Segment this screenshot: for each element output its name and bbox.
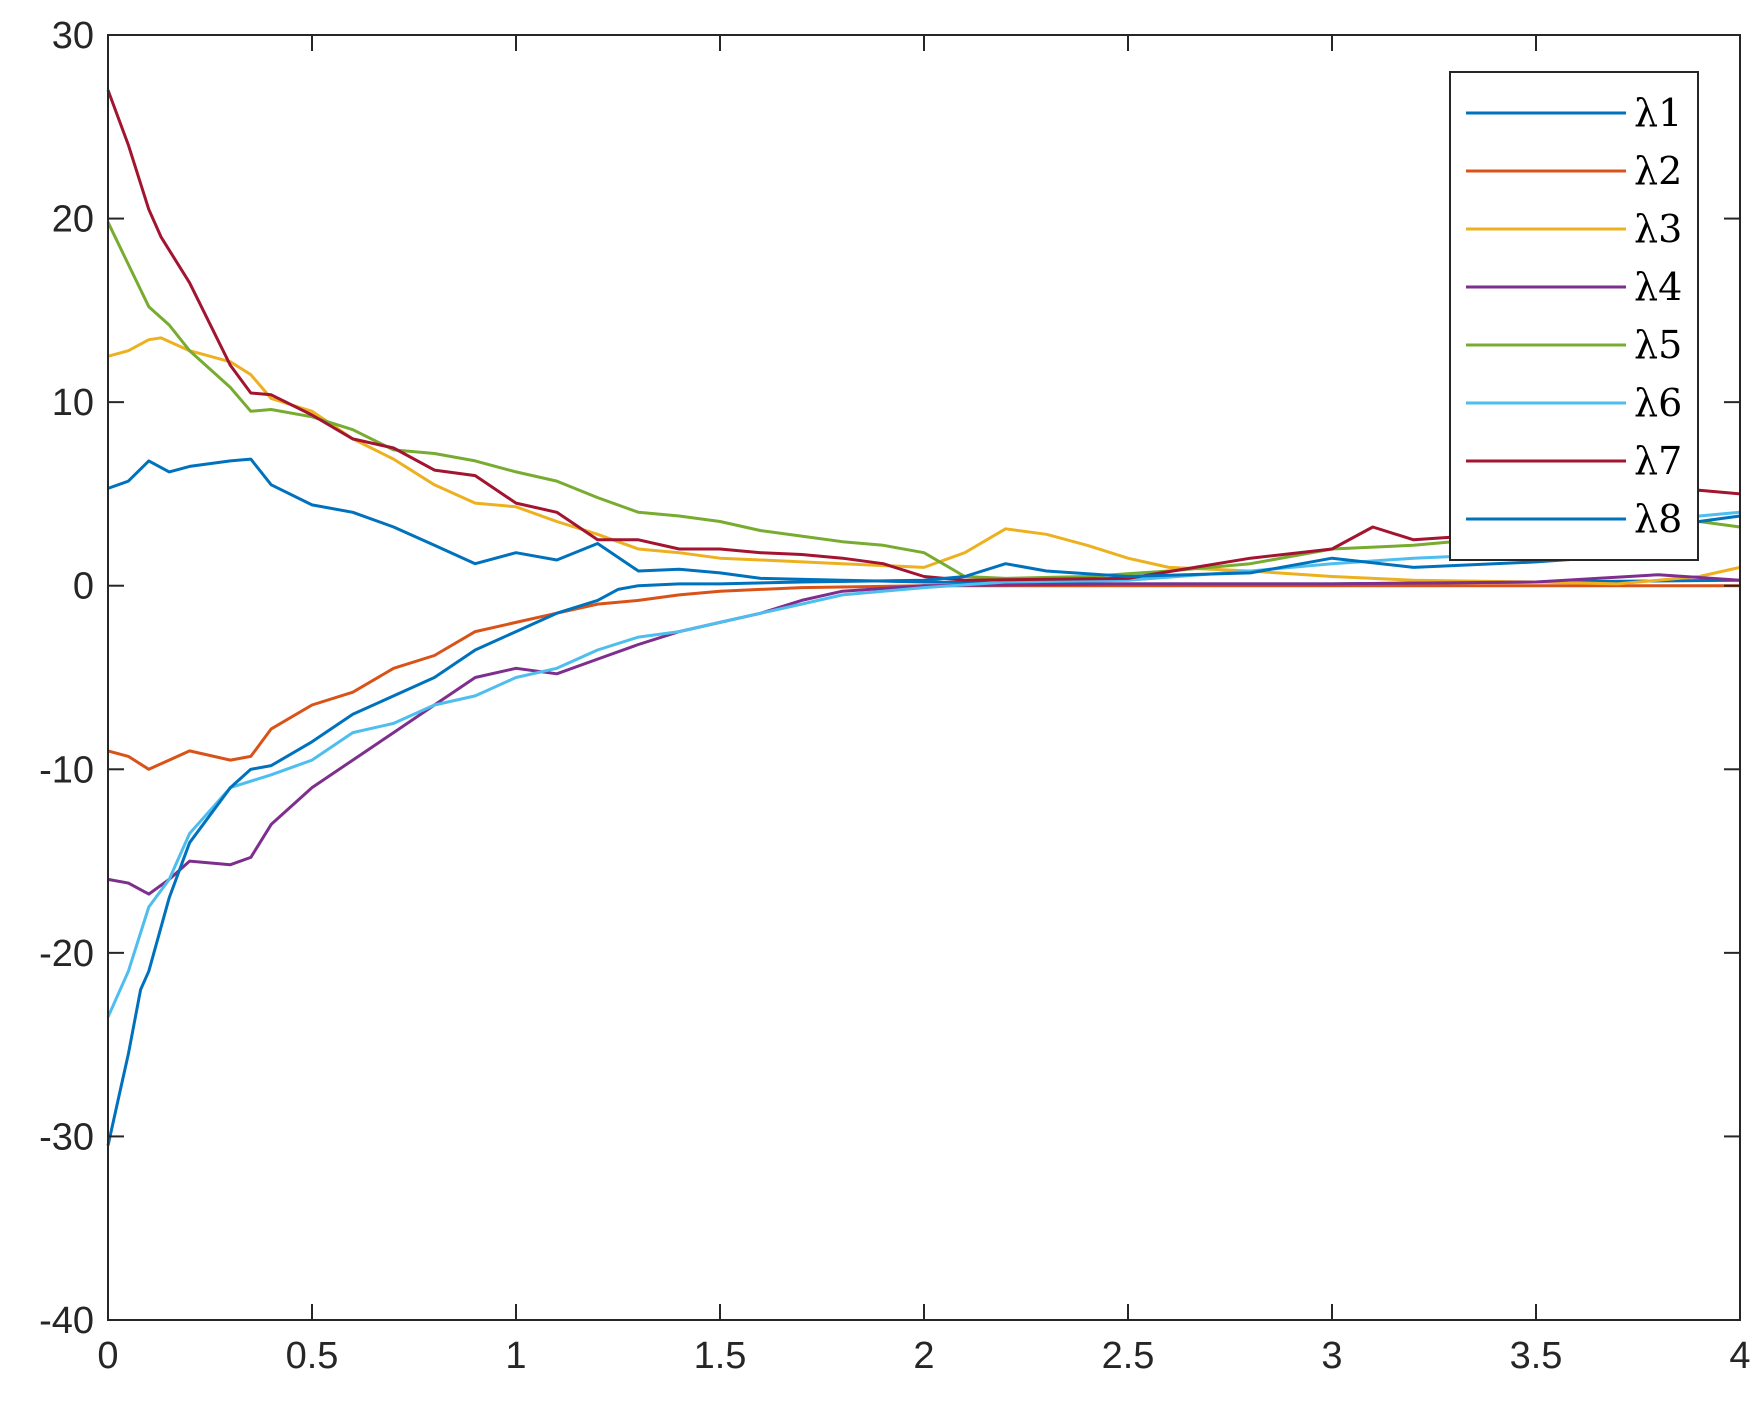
x-tick-label: 1 [505,1335,526,1377]
x-tick-label: 2.5 [1102,1335,1155,1377]
x-tick-label: 3 [1321,1335,1342,1377]
legend-label-8: λ8 [1634,497,1682,541]
x-tick-label: 0.5 [286,1335,339,1377]
legend-label-2: λ2 [1634,149,1682,193]
series-line-3 [107,336,1741,586]
y-tick-label: 0 [73,566,94,608]
y-tick-label: -10 [39,749,94,791]
series-line-5 [106,221,1741,580]
axes-layer: 0 0.5 1 1.5 2 2.5 3 3.5 4 -40 -30 -20 -10 0 10 20 30 [39,15,1750,1377]
series-layer [106,89,1741,1146]
y-tick-label: -40 [39,1300,94,1342]
legend-label-1: λ1 [1634,91,1682,135]
x-tick-label: 4 [1729,1335,1750,1377]
x-tick-label: 2 [913,1335,934,1377]
legend-label-7: λ7 [1634,439,1682,483]
series-line-8 [106,514,1741,1146]
x-tick-label: 0 [97,1335,118,1377]
series-line-4 [107,573,1741,896]
legend: λ1 λ2 λ3 λ4 λ5 λ6 λ7 λ8 [1449,71,1699,561]
legend-label-6: λ6 [1634,381,1682,425]
legend-label-3: λ3 [1634,207,1682,251]
x-tick-label: 3.5 [1510,1335,1563,1377]
y-tick-label: -20 [39,933,94,975]
y-tick-label: 20 [52,199,94,241]
series-line-7 [106,89,1741,582]
legend-label-5: λ5 [1634,323,1682,367]
legend-box [1449,71,1699,561]
x-tick-label: 1.5 [694,1335,747,1377]
y-tick-label: 30 [52,15,94,57]
y-tick-label: 10 [52,382,94,424]
y-tick-label: -30 [39,1116,94,1158]
legend-label-4: λ4 [1634,265,1682,309]
